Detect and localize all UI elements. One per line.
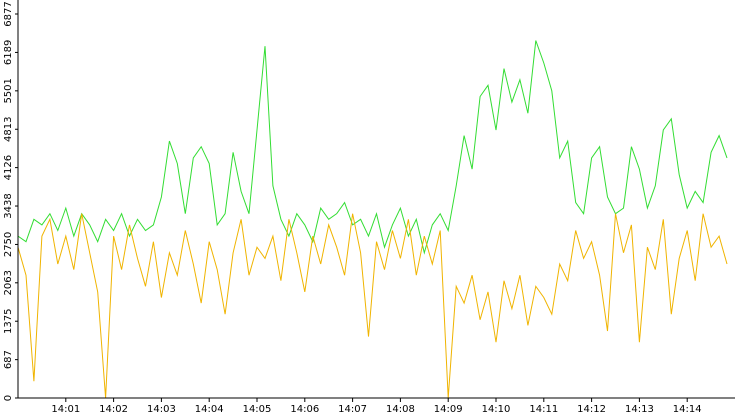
y-tick-label: 687 bbox=[3, 350, 14, 369]
y-tick-label: 3438 bbox=[3, 193, 14, 218]
y-tick-label: 4813 bbox=[3, 117, 14, 142]
x-tick-label: 14:07 bbox=[338, 404, 367, 415]
x-tick-label: 14:12 bbox=[577, 404, 606, 415]
x-tick-label: 14:09 bbox=[434, 404, 463, 415]
x-tick-label: 14:08 bbox=[386, 404, 415, 415]
y-tick-label: 4126 bbox=[3, 155, 14, 180]
y-tick-label: 6189 bbox=[3, 40, 14, 65]
y-tick-label: 0 bbox=[3, 395, 14, 401]
y-tick-label: 1375 bbox=[3, 308, 14, 333]
x-tick-label: 14:06 bbox=[290, 404, 319, 415]
x-tick-label: 14:04 bbox=[195, 404, 224, 415]
x-tick-label: 14:14 bbox=[673, 404, 702, 415]
y-tick-label: 6877 bbox=[3, 1, 14, 26]
series-line bbox=[17, 213, 728, 399]
x-tick-label: 14:13 bbox=[625, 404, 654, 415]
x-tick-label: 14:02 bbox=[99, 404, 128, 415]
y-tick-label: 2750 bbox=[3, 232, 14, 257]
x-tick-label: 14:03 bbox=[147, 404, 176, 415]
x-tick-label: 14:10 bbox=[482, 404, 511, 415]
y-tick-label: 5501 bbox=[3, 78, 14, 103]
y-tick-label: 2063 bbox=[3, 270, 14, 295]
x-tick-label: 14:11 bbox=[529, 404, 558, 415]
series-line bbox=[17, 40, 728, 255]
x-tick-label: 14:05 bbox=[243, 404, 272, 415]
x-tick-label: 14:01 bbox=[51, 404, 80, 415]
